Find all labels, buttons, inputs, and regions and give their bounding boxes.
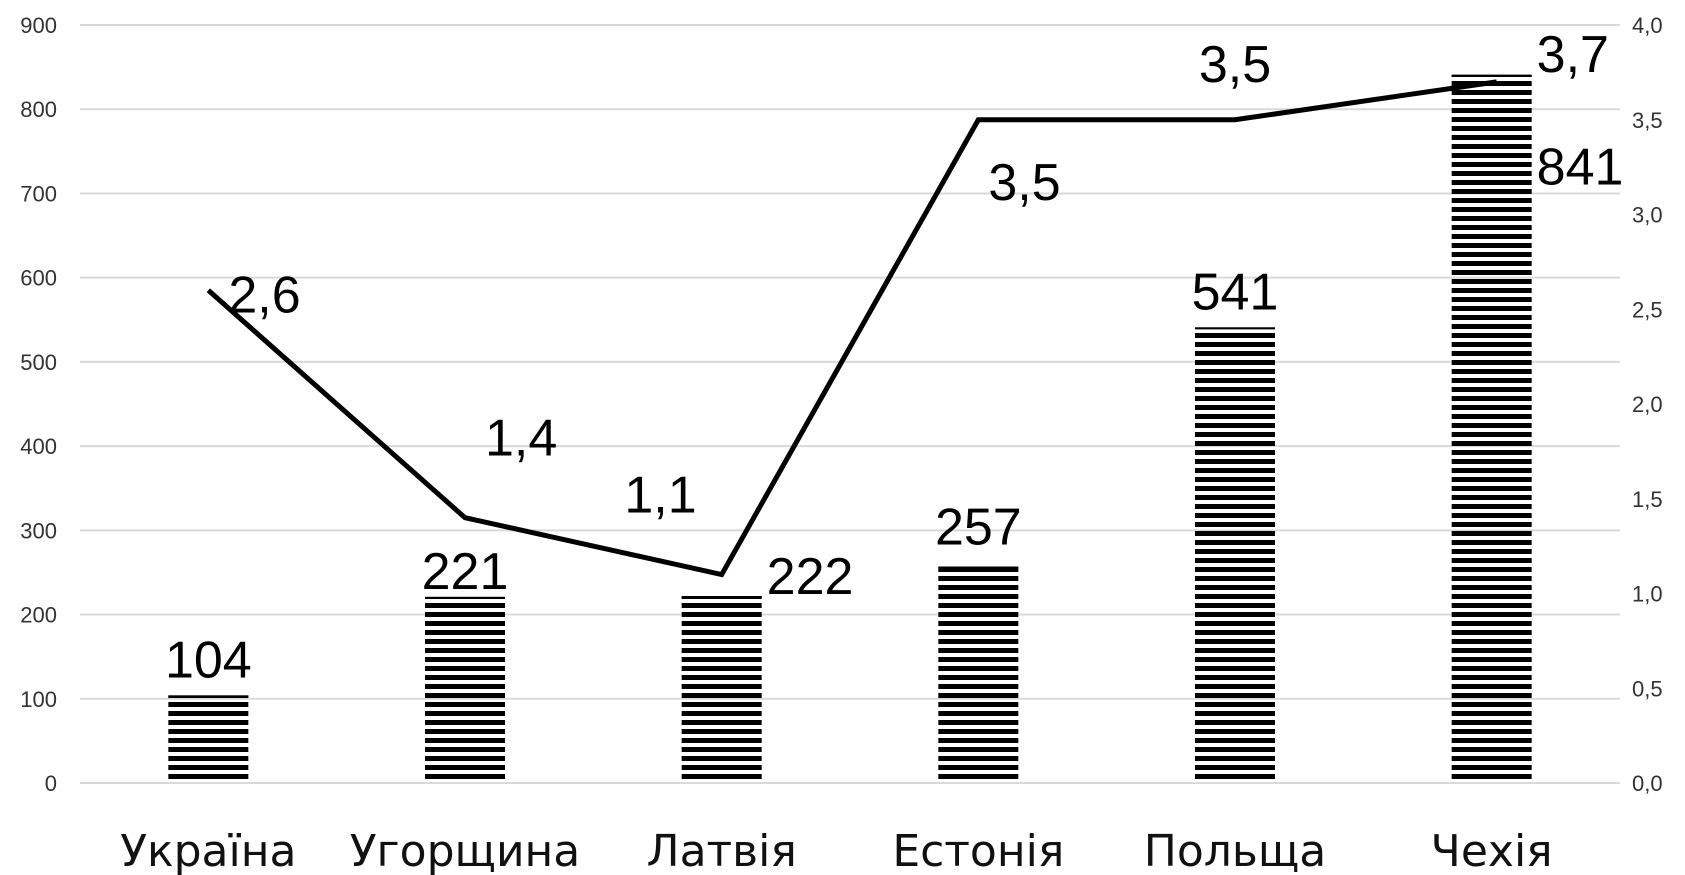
right-axis-tick-label: 2,0 bbox=[1632, 392, 1663, 417]
right-axis: 0,0 0,5 1,0 1,5 2,0 2,5 3,0 3,5 4,0 bbox=[1632, 13, 1663, 796]
category-label: Україна bbox=[120, 826, 296, 875]
grid bbox=[80, 24, 1620, 784]
x-axis-categories: Україна Угорщина Латвія Естонія Польща Чехія bbox=[120, 826, 1552, 875]
bar-value-label: 257 bbox=[935, 499, 1022, 557]
category-label: Естонія bbox=[892, 826, 1064, 875]
bar-value-label: 104 bbox=[165, 631, 252, 689]
bar bbox=[168, 695, 249, 783]
bar-value-label: 841 bbox=[1537, 139, 1624, 197]
right-axis-tick-label: 1,5 bbox=[1632, 487, 1663, 512]
right-axis-tick-label: 1,0 bbox=[1632, 582, 1663, 607]
right-axis-tick-label: 0,5 bbox=[1632, 676, 1663, 701]
left-axis-tick-label: 800 bbox=[20, 97, 57, 122]
left-axis-tick-label: 300 bbox=[20, 518, 57, 543]
category-label: Чехія bbox=[1431, 826, 1553, 875]
bar-series bbox=[168, 74, 1532, 784]
category-label: Польща bbox=[1144, 826, 1326, 875]
line-value-label: 1,1 bbox=[624, 467, 696, 525]
line-value-label: 3,5 bbox=[988, 154, 1060, 212]
left-axis-tick-label: 200 bbox=[20, 603, 57, 628]
bar bbox=[1451, 74, 1532, 784]
left-axis-tick-label: 600 bbox=[20, 266, 57, 291]
left-axis-tick-label: 500 bbox=[20, 350, 57, 375]
left-axis-tick-label: 0 bbox=[45, 771, 57, 796]
right-axis-tick-label: 3,5 bbox=[1632, 108, 1663, 133]
line-series bbox=[206, 79, 1498, 578]
right-axis-tick-label: 2,5 bbox=[1632, 297, 1663, 322]
bar bbox=[681, 596, 762, 783]
bar-value-label: 541 bbox=[1192, 263, 1279, 321]
left-axis-tick-label: 700 bbox=[20, 181, 57, 206]
line-value-label: 3,5 bbox=[1199, 36, 1271, 94]
right-axis-tick-label: 4,0 bbox=[1632, 13, 1663, 38]
right-axis-tick-label: 3,0 bbox=[1632, 203, 1663, 228]
bar bbox=[425, 596, 505, 783]
bar bbox=[1195, 327, 1275, 783]
left-axis-tick-label: 100 bbox=[20, 687, 57, 712]
line-value-label: 2,6 bbox=[228, 266, 300, 324]
category-label: Латвія bbox=[647, 826, 797, 875]
line-value-label: 3,7 bbox=[1537, 26, 1609, 84]
bar-value-label: 221 bbox=[422, 543, 509, 601]
right-axis-tick-label: 0,0 bbox=[1632, 771, 1663, 796]
category-label: Угорщина bbox=[350, 826, 581, 875]
left-axis-tick-label: 400 bbox=[20, 434, 57, 459]
bar bbox=[938, 566, 1019, 783]
left-axis-tick-label: 900 bbox=[20, 13, 57, 38]
data-labels: 104 221 222 257 541 841 2,6 1,4 1,1 3,5 3,5 3,7 bbox=[165, 26, 1623, 690]
line-path bbox=[206, 79, 1498, 578]
line-value-label: 1,4 bbox=[485, 410, 557, 468]
left-axis: 0 100 200 300 400 500 600 700 800 900 bbox=[20, 13, 57, 796]
bar-value-label: 222 bbox=[767, 548, 854, 606]
